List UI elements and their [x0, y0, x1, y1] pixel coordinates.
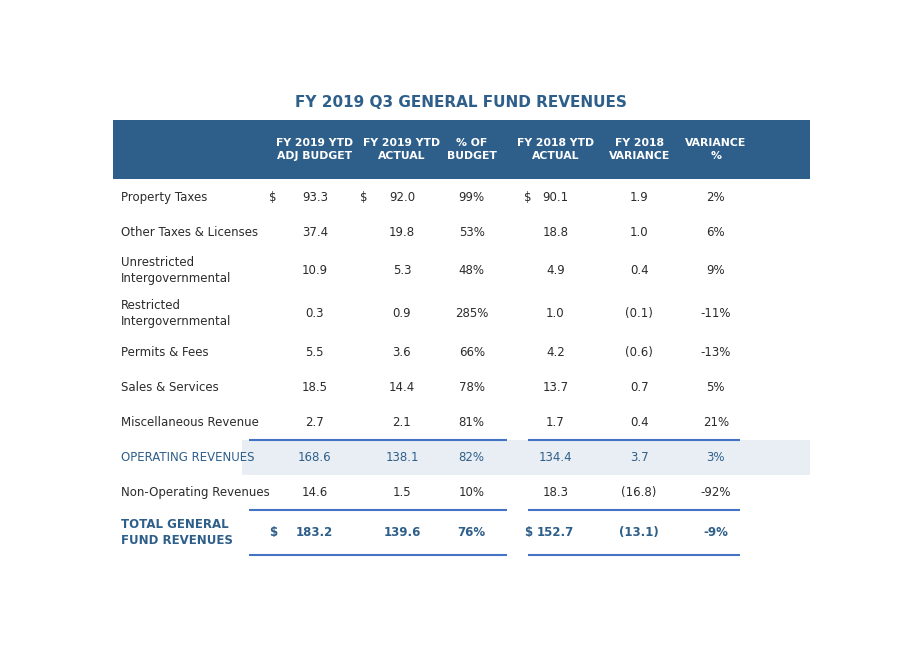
Text: 19.8: 19.8 [389, 225, 415, 239]
Text: 93.3: 93.3 [302, 191, 328, 203]
Text: -13%: -13% [700, 346, 731, 359]
Text: 82%: 82% [459, 451, 485, 464]
Text: 1.5: 1.5 [392, 486, 411, 499]
Text: $: $ [524, 526, 532, 539]
Text: 3.6: 3.6 [392, 346, 411, 359]
Text: 2.1: 2.1 [392, 416, 411, 429]
Text: FY 2018
VARIANCE: FY 2018 VARIANCE [608, 138, 670, 162]
Text: 13.7: 13.7 [543, 380, 569, 394]
Text: 1.0: 1.0 [630, 225, 648, 239]
Text: 2.7: 2.7 [305, 416, 324, 429]
Text: -9%: -9% [704, 526, 728, 539]
Text: -92%: -92% [700, 486, 731, 499]
Text: FY 2019 YTD
ADJ BUDGET: FY 2019 YTD ADJ BUDGET [276, 138, 354, 162]
Text: 90.1: 90.1 [543, 191, 569, 203]
Text: 168.6: 168.6 [298, 451, 331, 464]
Text: (0.6): (0.6) [626, 346, 653, 359]
Text: 10.9: 10.9 [302, 264, 328, 278]
FancyBboxPatch shape [112, 120, 810, 180]
Text: Restricted
Intergovernmental: Restricted Intergovernmental [121, 299, 231, 328]
Text: 14.6: 14.6 [302, 486, 328, 499]
Text: Other Taxes & Licenses: Other Taxes & Licenses [121, 225, 258, 239]
Text: % OF
BUDGET: % OF BUDGET [446, 138, 497, 162]
Text: 0.4: 0.4 [630, 264, 648, 278]
Text: Miscellaneous Revenue: Miscellaneous Revenue [121, 416, 258, 429]
Text: 5%: 5% [706, 380, 725, 394]
Text: 14.4: 14.4 [389, 380, 415, 394]
Text: 53%: 53% [459, 225, 485, 239]
Text: 0.7: 0.7 [630, 380, 648, 394]
Text: 78%: 78% [459, 380, 485, 394]
Text: Non-Operating Revenues: Non-Operating Revenues [121, 486, 270, 499]
Text: $: $ [524, 191, 532, 203]
Text: 0.9: 0.9 [392, 307, 411, 320]
Text: FY 2018 YTD
ACTUAL: FY 2018 YTD ACTUAL [517, 138, 594, 162]
Text: 183.2: 183.2 [296, 526, 333, 539]
Text: (13.1): (13.1) [619, 526, 659, 539]
Text: 0.3: 0.3 [305, 307, 324, 320]
Text: 76%: 76% [458, 526, 486, 539]
Text: 4.2: 4.2 [546, 346, 565, 359]
Text: 2%: 2% [706, 191, 725, 203]
Text: 18.5: 18.5 [302, 380, 328, 394]
Text: 18.3: 18.3 [543, 486, 569, 499]
Text: 6%: 6% [706, 225, 725, 239]
Text: 81%: 81% [459, 416, 485, 429]
Text: 9%: 9% [706, 264, 725, 278]
Text: (0.1): (0.1) [626, 307, 653, 320]
Text: Sales & Services: Sales & Services [121, 380, 219, 394]
Text: 3.7: 3.7 [630, 451, 648, 464]
Text: 138.1: 138.1 [385, 451, 418, 464]
Text: 285%: 285% [455, 307, 489, 320]
Text: Property Taxes: Property Taxes [121, 191, 207, 203]
Text: 48%: 48% [459, 264, 485, 278]
Text: $: $ [269, 526, 277, 539]
Text: 1.7: 1.7 [546, 416, 565, 429]
Text: 37.4: 37.4 [302, 225, 328, 239]
Text: 66%: 66% [459, 346, 485, 359]
Text: 0.4: 0.4 [630, 416, 648, 429]
Text: 1.0: 1.0 [546, 307, 564, 320]
Text: OPERATING REVENUES: OPERATING REVENUES [121, 451, 255, 464]
FancyBboxPatch shape [241, 440, 810, 475]
Text: $: $ [269, 191, 277, 203]
Text: 139.6: 139.6 [383, 526, 420, 539]
Text: 134.4: 134.4 [538, 451, 572, 464]
Text: FY 2019 YTD
ACTUAL: FY 2019 YTD ACTUAL [364, 138, 440, 162]
Text: 18.8: 18.8 [543, 225, 569, 239]
Text: 10%: 10% [459, 486, 485, 499]
Text: 4.9: 4.9 [546, 264, 565, 278]
Text: 92.0: 92.0 [389, 191, 415, 203]
Text: $: $ [360, 191, 367, 203]
Text: -11%: -11% [700, 307, 731, 320]
Text: 5.5: 5.5 [305, 346, 324, 359]
Text: Permits & Fees: Permits & Fees [121, 346, 209, 359]
Text: 1.9: 1.9 [630, 191, 649, 203]
Text: Unrestricted
Intergovernmental: Unrestricted Intergovernmental [121, 256, 231, 286]
Text: 21%: 21% [703, 416, 729, 429]
Text: 5.3: 5.3 [392, 264, 411, 278]
Text: (16.8): (16.8) [621, 486, 657, 499]
Text: FY 2019 Q3 GENERAL FUND REVENUES: FY 2019 Q3 GENERAL FUND REVENUES [295, 95, 627, 110]
Text: 152.7: 152.7 [536, 526, 574, 539]
Text: 3%: 3% [706, 451, 725, 464]
Text: 99%: 99% [459, 191, 485, 203]
Text: VARIANCE
%: VARIANCE % [685, 138, 746, 162]
Text: TOTAL GENERAL
FUND REVENUES: TOTAL GENERAL FUND REVENUES [121, 518, 233, 547]
